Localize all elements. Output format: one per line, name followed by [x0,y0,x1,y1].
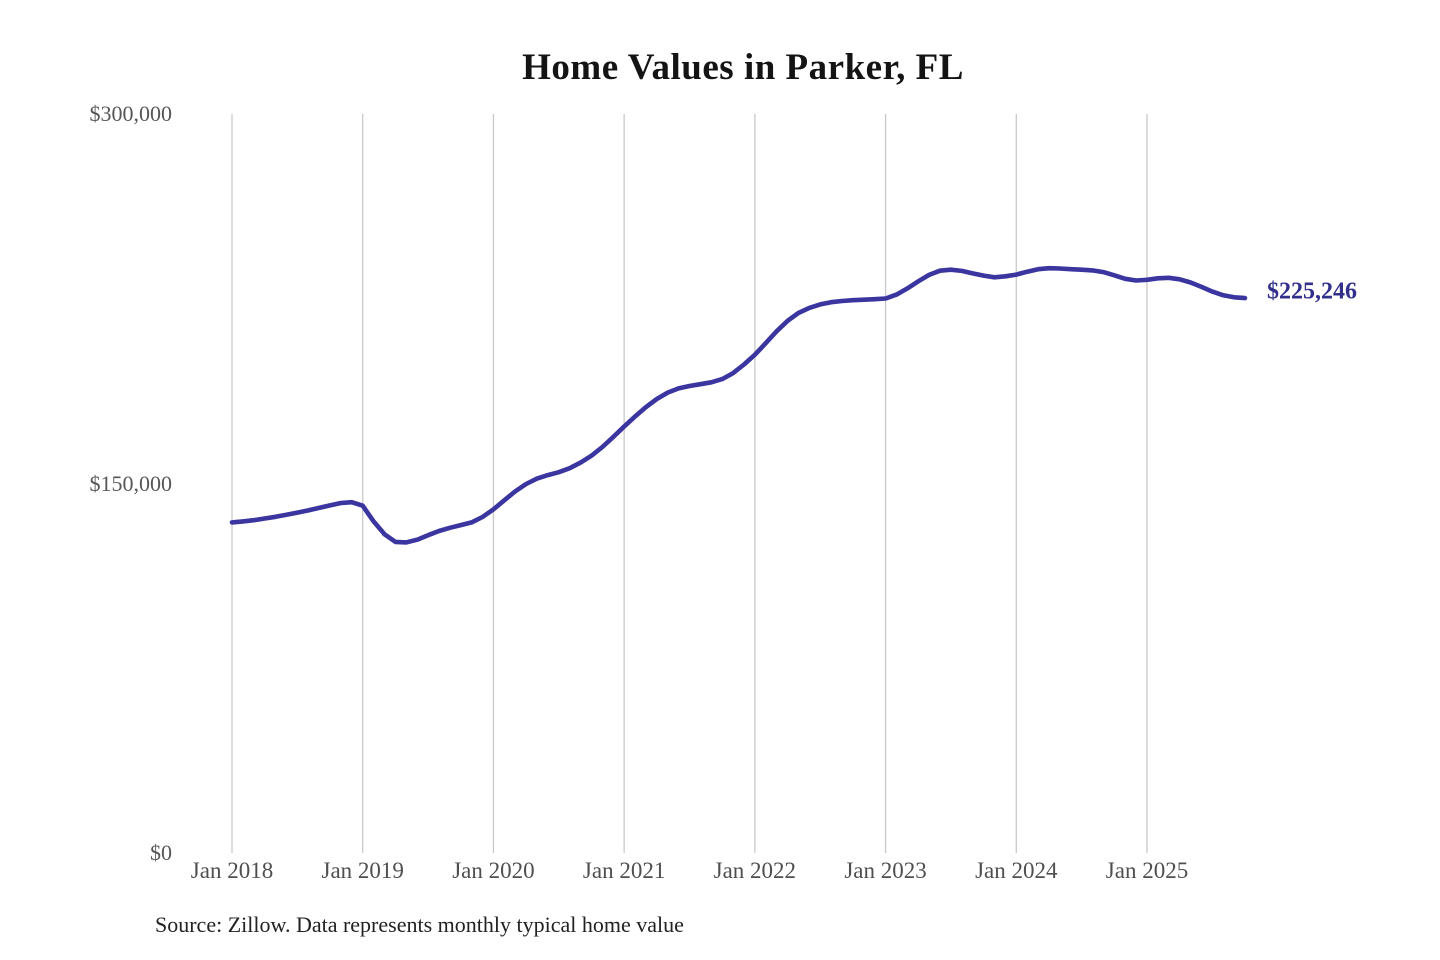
y-tick-label: $150,000 [89,470,173,496]
x-tick-label: Jan 2024 [975,858,1058,883]
value-line [229,265,1248,545]
x-tick-label: Jan 2019 [321,858,404,883]
x-tick-label: Jan 2021 [582,858,666,883]
x-tick-label: Jan 2022 [713,858,797,883]
chart-title: Home Values in Parker, FL [522,47,964,88]
gridlines [231,114,1148,853]
y-tick-label: $0 [150,840,172,865]
x-tick-label: Jan 2018 [190,858,274,883]
y-tick-label: $300,000 [89,101,173,126]
x-tick-label: Jan 2025 [1105,858,1189,883]
source-note: Source: Zillow. Data represents monthly … [155,912,684,937]
x-tick-label: Jan 2023 [844,858,927,883]
current-value-label: $225,246 [1267,278,1358,305]
x-tick-label: Jan 2020 [452,858,535,883]
